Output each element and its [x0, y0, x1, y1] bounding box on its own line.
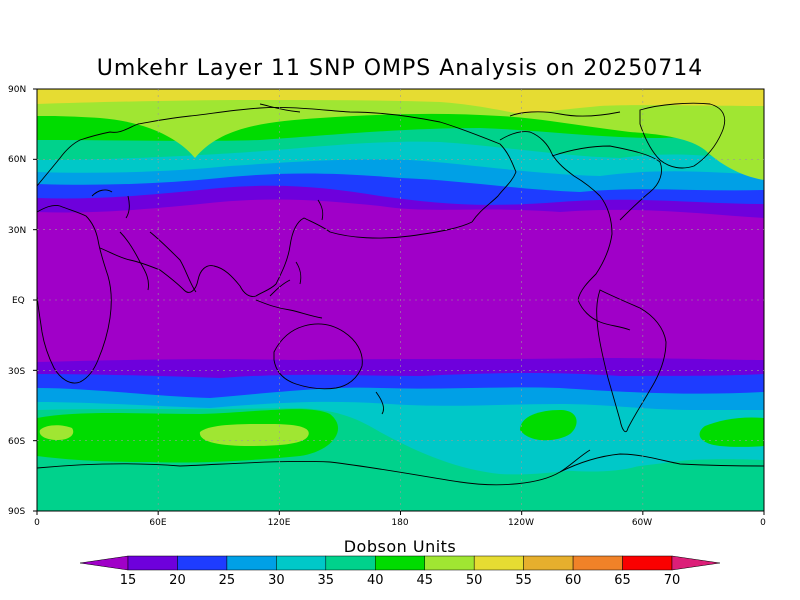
colorbar-label: 55 — [515, 573, 532, 588]
colorbar-label: 15 — [120, 573, 137, 588]
x-axis-labels: 0 60E 120E 180 120W 60W 0 — [34, 518, 766, 528]
band-sh-50a — [199, 424, 309, 446]
colorbar-segment — [473, 555, 524, 571]
colorbar-segment — [424, 555, 475, 571]
x-tick-label: 120E — [268, 518, 291, 528]
colorbar: 15 20 25 30 35 40 45 50 55 60 65 70 — [79, 555, 721, 588]
colorbar-segment — [177, 555, 228, 571]
colorbar-label: 45 — [416, 573, 433, 588]
y-tick-label: 90S — [8, 507, 25, 517]
colorbar-label: 30 — [268, 573, 285, 588]
colorbar-label: 40 — [367, 573, 384, 588]
y-tick-label: 90N — [8, 85, 26, 95]
y-tick-label: 30N — [8, 226, 26, 236]
band-sh-45b — [520, 410, 577, 441]
colorbar-arrow-low — [79, 555, 129, 571]
colorbar-segment — [226, 555, 277, 571]
y-tick-label: 60S — [8, 437, 25, 447]
x-tick-label: 60E — [149, 518, 166, 528]
colorbar-title: Dobson Units — [343, 537, 457, 556]
colorbar-segment — [523, 555, 574, 571]
y-tick-label: 30S — [8, 367, 25, 377]
colorbar-arrow-high — [671, 555, 721, 571]
colorbar-segment — [572, 555, 623, 571]
colorbar-segment — [622, 555, 673, 571]
x-tick-label: 120W — [508, 518, 534, 528]
band-nh-55 — [37, 89, 764, 114]
band-sh-35b — [560, 437, 654, 472]
colorbar-label: 70 — [664, 573, 681, 588]
colorbar-segment — [276, 555, 327, 571]
colorbar-label: 25 — [219, 573, 236, 588]
colorbar-label: 35 — [318, 573, 335, 588]
x-tick-label: 0 — [34, 518, 40, 528]
colorbar-segment — [325, 555, 376, 571]
y-tick-label: 60N — [8, 155, 26, 165]
axis-ticks — [33, 88, 765, 515]
colorbar-segment — [375, 555, 425, 571]
band-nh-50 — [37, 89, 764, 180]
colorbar-label: 50 — [466, 573, 483, 588]
x-tick-label: 0 — [760, 518, 766, 528]
x-tick-label: 180 — [391, 518, 408, 528]
y-tick-label: EQ — [12, 296, 25, 306]
colorbar-label: 60 — [565, 573, 582, 588]
band-sh-45a — [37, 409, 339, 463]
graticule — [37, 89, 764, 511]
colorbar-segment — [127, 555, 178, 571]
colorbar-label: 20 — [169, 573, 186, 588]
colorbar-label: 65 — [614, 573, 631, 588]
x-tick-label: 60W — [632, 518, 652, 528]
band-sh-50b — [39, 425, 74, 440]
coastlines — [37, 102, 764, 486]
band-sh-45c — [699, 417, 764, 447]
chart-title: Umkehr Layer 11 SNP OMPS Analysis on 202… — [96, 56, 704, 81]
y-axis-labels: 90N 60N 30N EQ 30S 60S 90S — [8, 85, 26, 517]
